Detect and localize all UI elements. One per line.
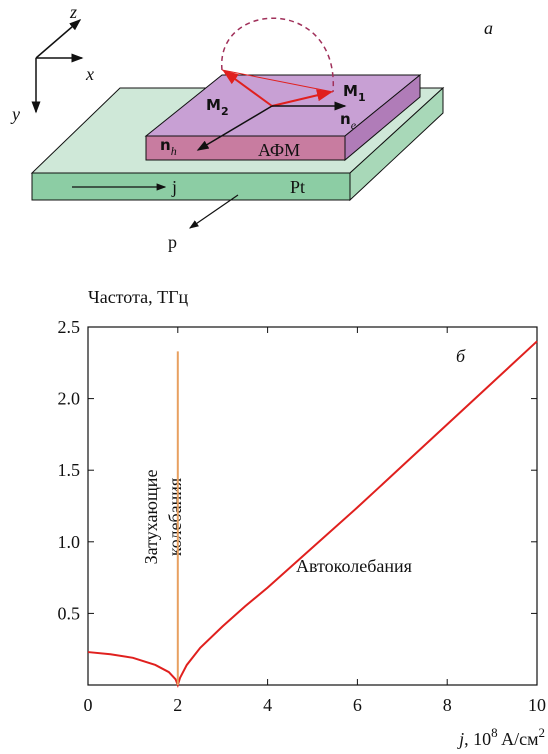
y-tick-label: 2.5 xyxy=(58,317,81,337)
y-label: y xyxy=(10,104,20,124)
y-axis-title: Частота, ТГц xyxy=(88,287,189,307)
annotation: колебания xyxy=(165,478,185,556)
x-tick-label: 10 xyxy=(528,695,546,715)
z-label: z xyxy=(69,2,77,22)
y-tick-label: 2.0 xyxy=(58,389,81,409)
x-axis-title: j, 108 A/см2 xyxy=(457,725,545,749)
y-tick-label: 1.0 xyxy=(58,532,81,552)
diagram: z x y a M2 M1 ne nh АФМ j Pt p xyxy=(10,2,493,252)
x-tick-label: 4 xyxy=(263,695,272,715)
x-tick-label: 0 xyxy=(84,695,93,715)
x-label: x xyxy=(85,64,94,84)
pt-label: Pt xyxy=(290,177,305,197)
x-tick-label: 6 xyxy=(353,695,362,715)
x-tick-label: 8 xyxy=(443,695,452,715)
afm-label: АФМ xyxy=(258,140,300,160)
current-label: j xyxy=(171,177,177,197)
panel-label: б xyxy=(456,346,466,366)
annotation: Автоколебания xyxy=(296,556,412,576)
figure: z x y a M2 M1 ne nh АФМ j Pt p Частота, … xyxy=(0,0,548,754)
chart: Частота, ТГц j, 108 A/см2 б Автоколебани… xyxy=(58,287,547,749)
y-tick-label: 1.5 xyxy=(58,460,81,480)
p-label: p xyxy=(168,232,177,252)
y-tick-label: 0.5 xyxy=(58,603,81,623)
z-axis xyxy=(36,20,80,58)
x-tick-label: 2 xyxy=(173,695,182,715)
panel-label: a xyxy=(484,18,493,38)
annotation: Затухающие xyxy=(141,470,161,565)
